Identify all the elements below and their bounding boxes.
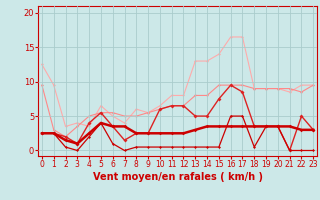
X-axis label: Vent moyen/en rafales ( km/h ): Vent moyen/en rafales ( km/h ) [92,172,263,182]
